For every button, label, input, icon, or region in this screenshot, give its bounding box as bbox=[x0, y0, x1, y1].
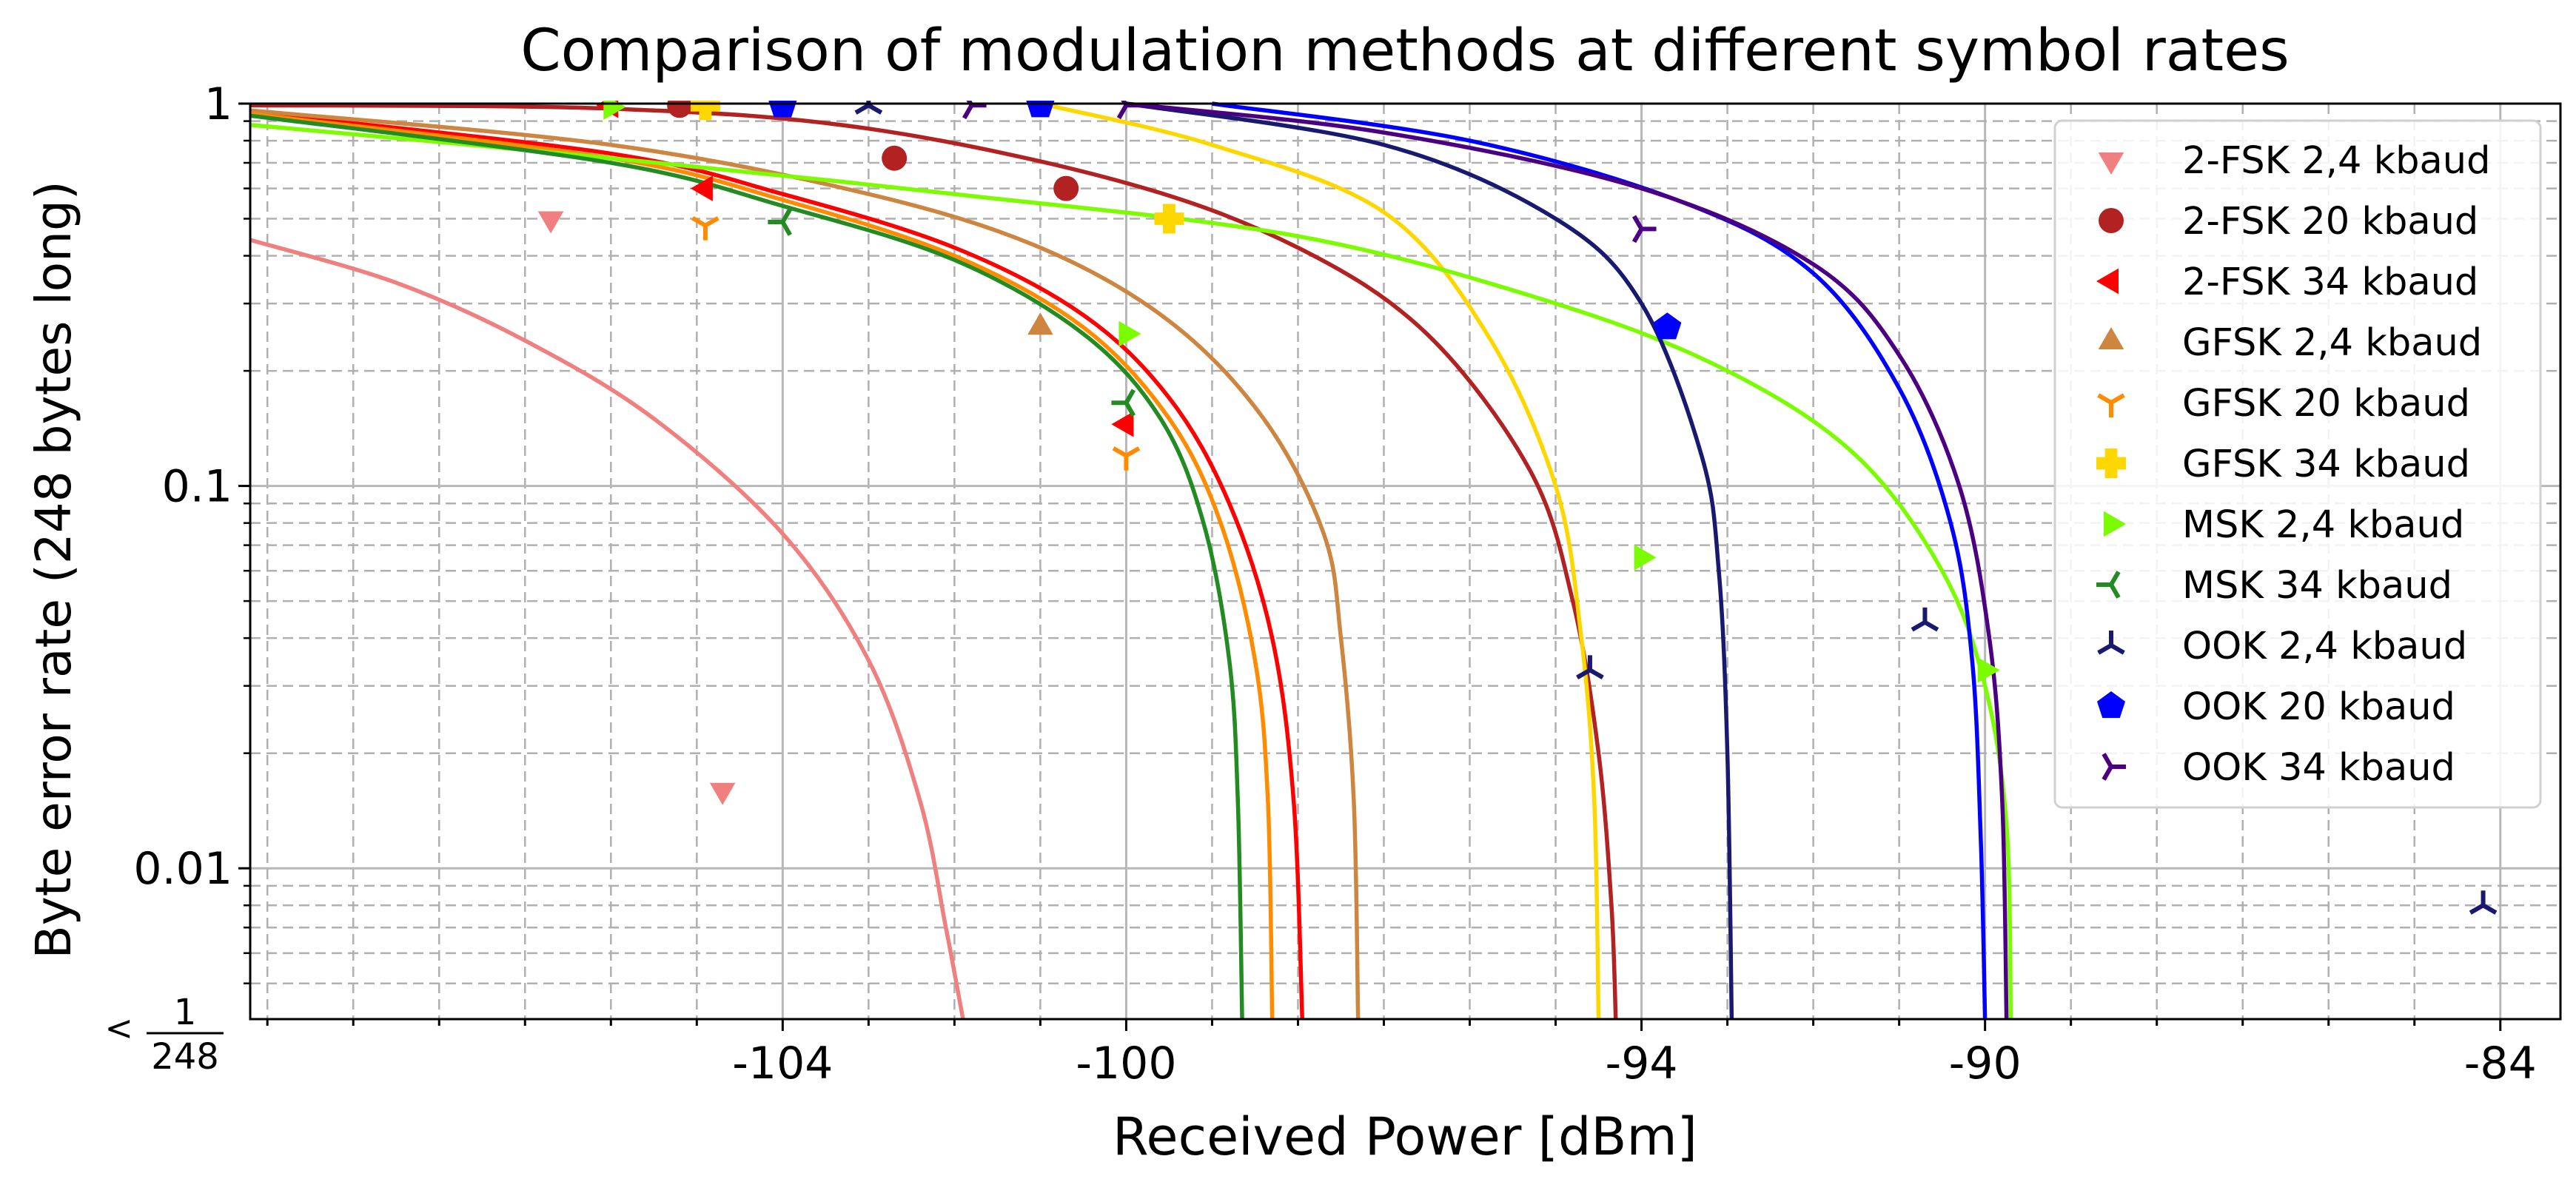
x-tick-label: -104 bbox=[732, 1038, 833, 1089]
legend-label: OOK 34 kbaud bbox=[2182, 746, 2455, 790]
legend-marker-2-fsk-34-kbaud bbox=[2096, 268, 2119, 295]
legend-entry-2-fsk-2-4-kbaud: 2-FSK 2,4 kbaud bbox=[2098, 139, 2491, 183]
legend-label: GFSK 20 kbaud bbox=[2182, 382, 2470, 426]
x-tick-label: -100 bbox=[1076, 1038, 1176, 1089]
legend-label: MSK 2,4 kbaud bbox=[2182, 503, 2464, 547]
point-2-fsk-34-kbaud bbox=[1111, 411, 1134, 437]
point-ook-34-kbaud bbox=[1116, 101, 1141, 120]
point-ook-2-4-kbaud bbox=[1576, 655, 1604, 679]
legend-marker-ook-2-4-kbaud bbox=[2097, 631, 2125, 655]
y-tick-label: 0.1 bbox=[162, 461, 232, 513]
data-points bbox=[537, 101, 2498, 915]
point-msk-2-4-kbaud bbox=[1118, 320, 1141, 347]
point-ook-20-kbaud bbox=[1653, 312, 1682, 340]
point-ook-20-kbaud bbox=[768, 101, 797, 118]
legend-entry-ook-20-kbaud: OOK 20 kbaud bbox=[2096, 685, 2455, 729]
point-2-fsk-2-4-kbaud bbox=[537, 211, 564, 234]
legend-label: MSK 34 kbaud bbox=[2182, 564, 2452, 608]
legend-entry-2-fsk-20-kbaud: 2-FSK 20 kbaud bbox=[2099, 200, 2478, 243]
legend-entry-msk-2-4-kbaud: MSK 2,4 kbaud bbox=[2104, 503, 2464, 547]
legend-marker-msk-34-kbaud bbox=[2096, 571, 2121, 599]
legend-box bbox=[2053, 119, 2542, 809]
legend-marker-2-fsk-2-4-kbaud bbox=[2098, 152, 2124, 175]
point-ook-34-kbaud bbox=[962, 101, 987, 120]
point-gfsk-20-kbaud bbox=[691, 216, 720, 241]
fit-curves bbox=[250, 101, 2013, 1019]
y-min-label-prefix: < bbox=[104, 1008, 133, 1048]
y-min-label-denominator: 248 bbox=[151, 1036, 219, 1078]
x-axis-label: Received Power [dBm] bbox=[1113, 1106, 1697, 1167]
curve-msk-34-kbaud bbox=[250, 113, 1244, 1019]
legend-label: GFSK 34 kbaud bbox=[2182, 443, 2470, 486]
legend-entry-gfsk-20-kbaud: GFSK 20 kbaud bbox=[2097, 382, 2470, 426]
y-min-label-numerator: 1 bbox=[174, 992, 197, 1033]
curve-ook-2-4-kbaud bbox=[1125, 101, 1734, 1019]
x-tick-label: -90 bbox=[1949, 1038, 2022, 1089]
point-msk-34-kbaud bbox=[768, 208, 792, 236]
point-2-fsk-20-kbaud bbox=[882, 145, 908, 171]
legend-entry-ook-34-kbaud: OOK 34 kbaud bbox=[2102, 746, 2455, 790]
legend-marker-2-fsk-20-kbaud bbox=[2099, 208, 2124, 233]
point-msk-2-4-kbaud bbox=[1634, 544, 1657, 571]
legend-label: OOK 2,4 kbaud bbox=[2182, 625, 2467, 668]
point-msk-2-4-kbaud bbox=[1977, 657, 2000, 683]
chart-title: Comparison of modulation methods at diff… bbox=[520, 18, 2290, 84]
point-ook-34-kbaud bbox=[1631, 215, 1657, 243]
legend-marker-gfsk-34-kbaud bbox=[2096, 448, 2126, 478]
legend-entry-ook-2-4-kbaud: OOK 2,4 kbaud bbox=[2097, 625, 2467, 668]
legend-marker-msk-2-4-kbaud bbox=[2104, 511, 2126, 537]
y-tick-label: 0.01 bbox=[133, 843, 232, 895]
curve-gfsk-34-kbaud bbox=[1039, 101, 1601, 1019]
point-2-fsk-20-kbaud bbox=[1053, 175, 1079, 201]
curve-2-fsk-34-kbaud bbox=[250, 110, 1305, 1019]
point-ook-20-kbaud bbox=[1026, 101, 1055, 118]
point-ook-2-4-kbaud bbox=[2469, 890, 2498, 915]
point-gfsk-34-kbaud bbox=[690, 101, 720, 121]
legend-entry-gfsk-2-4-kbaud: GFSK 2,4 kbaud bbox=[2098, 321, 2482, 365]
legend-entry-2-fsk-34-kbaud: 2-FSK 34 kbaud bbox=[2096, 261, 2478, 304]
legend-label: 2-FSK 20 kbaud bbox=[2182, 200, 2478, 243]
legend: 2-FSK 2,4 kbaud 2-FSK 20 kbaud 2-FSK 34 kb… bbox=[2053, 119, 2542, 809]
curve-ook-34-kbaud bbox=[1126, 101, 2009, 1019]
legend-label: 2-FSK 34 kbaud bbox=[2182, 261, 2478, 304]
curve-gfsk-2-4-kbaud bbox=[250, 108, 1361, 1019]
x-tick-label: -84 bbox=[2464, 1038, 2537, 1089]
curve-2-fsk-2-4-kbaud bbox=[250, 238, 965, 1019]
point-msk-2-4-kbaud bbox=[603, 101, 626, 120]
point-msk-34-kbaud bbox=[1111, 389, 1136, 417]
legend-entry-gfsk-34-kbaud: GFSK 34 kbaud bbox=[2096, 443, 2470, 486]
curve-ook-20-kbaud bbox=[1212, 101, 1988, 1019]
curve-msk-2-4-kbaud bbox=[250, 122, 2013, 1019]
point-ook-2-4-kbaud bbox=[1911, 607, 1939, 632]
y-axis-label: Byte error rate (248 bytes long) bbox=[25, 181, 82, 958]
point-2-fsk-20-kbaud bbox=[667, 101, 693, 118]
point-gfsk-2-4-kbaud bbox=[1027, 312, 1053, 335]
plot-frame bbox=[249, 102, 2562, 1021]
legend-label: OOK 20 kbaud bbox=[2182, 685, 2455, 729]
legend-marker-ook-34-kbaud bbox=[2102, 753, 2126, 781]
x-tick-label: -94 bbox=[1606, 1038, 1678, 1089]
legend-label: GFSK 2,4 kbaud bbox=[2182, 321, 2482, 365]
legend-marker-gfsk-20-kbaud bbox=[2097, 393, 2125, 417]
point-gfsk-20-kbaud bbox=[1112, 446, 1141, 471]
legend-entry-msk-34-kbaud: MSK 34 kbaud bbox=[2096, 564, 2452, 608]
curve-2-fsk-20-kbaud bbox=[250, 103, 1618, 1019]
legend-marker-ook-20-kbaud bbox=[2096, 691, 2126, 719]
y-tick-label: 1 bbox=[204, 78, 232, 130]
legend-label: 2-FSK 2,4 kbaud bbox=[2182, 139, 2491, 183]
point-2-fsk-34-kbaud bbox=[690, 175, 713, 201]
point-gfsk-34-kbaud bbox=[1154, 204, 1184, 234]
curve-gfsk-20-kbaud bbox=[250, 112, 1275, 1019]
legend-marker-gfsk-2-4-kbaud bbox=[2098, 327, 2124, 349]
point-2-fsk-2-4-kbaud bbox=[709, 782, 736, 805]
